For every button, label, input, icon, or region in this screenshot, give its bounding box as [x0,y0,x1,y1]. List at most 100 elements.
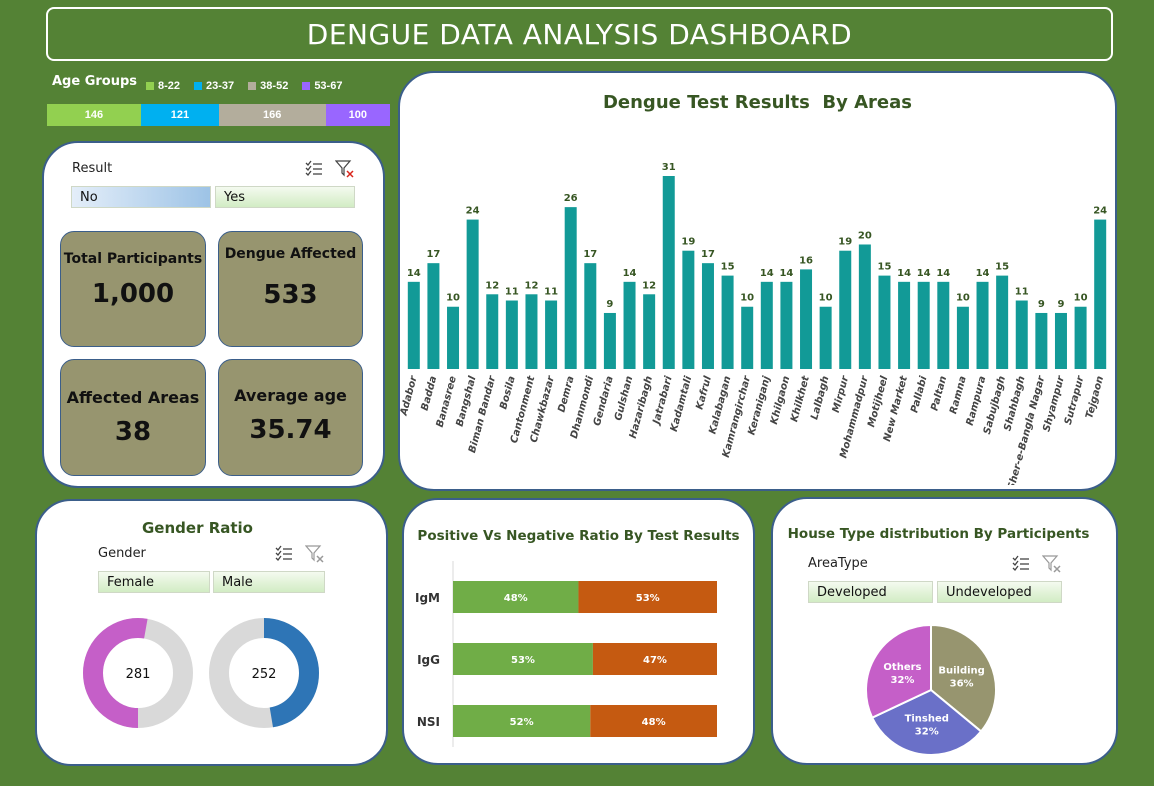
area-bar [701,263,714,369]
area-tick-label: Tejgaon [1084,375,1106,420]
area-bar-value: 9 [1057,299,1064,310]
area-tick-label: Paltan [929,375,949,412]
area-bar-value: 14 [779,268,793,279]
pie-slice-name: Building [938,666,984,677]
pos-neg-title: Positive Vs Negative Ratio By Test Resul… [417,528,740,544]
area-bar [1035,312,1048,369]
area-tick-label: Ramna [948,375,969,416]
negative-value: 48% [642,717,666,728]
multi-select-icon[interactable] [275,545,293,561]
result-slicer-title: Result [72,161,113,176]
donut-value: 281 [126,667,151,682]
area-bar [407,281,420,369]
kpi-affected-areas: Affected Areas 38 [60,359,206,476]
gender-option-male[interactable]: Male [213,571,325,593]
area-bar-value: 12 [485,280,499,291]
area-bar [447,306,460,369]
area-bar [584,263,597,369]
area-bar [623,281,636,369]
clear-filter-icon[interactable] [1041,555,1062,573]
area-bar [937,281,950,369]
age-legend-swatch [248,82,257,90]
area-bar [741,306,754,369]
donut-arc [209,618,319,728]
age-legend-swatch [302,82,311,90]
area-bar-value: 19 [838,237,852,248]
kpi-areas-label: Affected Areas [66,388,200,407]
area-bar [721,275,734,369]
area-bar [760,281,773,369]
area-tick-label: Adabor [398,374,420,418]
area-bar-value: 15 [995,262,1009,273]
area-bar-value: 14 [760,268,774,279]
result-option-yes[interactable]: Yes [215,186,355,208]
area-bar [1094,219,1107,369]
pie-slice-value: 32% [915,727,939,738]
kpi-affected-value: 533 [263,280,318,310]
areatype-option-developed[interactable]: Developed [808,581,933,603]
result-option-no[interactable]: No [71,186,211,208]
age-legend-item: 53-67 [302,80,342,92]
age-group-segment: 146 [47,104,141,126]
pie-slice [870,688,983,756]
positive-value: 53% [511,655,535,666]
gender-option-female[interactable]: Female [98,571,210,593]
multi-select-icon[interactable] [1012,555,1030,571]
area-tick-label: Demra [556,375,576,414]
negative-bar [592,643,717,675]
area-bar [466,219,479,369]
area-bar-value: 16 [799,255,813,266]
area-tick-label: Lalbagh [809,375,831,421]
area-chart-title: Dengue Test Results By Areas [602,92,913,113]
age-legend-swatch [146,82,154,90]
test-type-label: IgG [417,653,440,667]
area-bar-value: 14 [623,268,637,279]
clear-filter-icon[interactable] [334,160,355,178]
pie-slice-value: 36% [950,679,974,690]
areatype-option-undeveloped[interactable]: Undeveloped [937,581,1062,603]
kpi-dengue-affected: Dengue Affected 533 [218,231,363,347]
negative-bar [590,705,717,737]
kpi-total-value: 1,000 [91,279,175,309]
area-bar-value: 10 [1074,293,1088,304]
kpi-age-value: 35.74 [249,415,332,445]
area-bar [1074,306,1087,369]
age-legend-item: 38-52 [248,80,288,92]
area-bar [878,275,891,369]
area-bar-value: 14 [976,268,990,279]
area-bar [427,263,440,369]
negative-bar [578,581,717,613]
area-bar [682,250,695,369]
area-bar-value: 10 [740,293,754,304]
area-bar [917,281,930,369]
area-tick-label: Gulshan [613,375,635,422]
positive-bar [453,581,579,613]
area-bar-value: 24 [1093,206,1107,217]
area-bar-value: 17 [701,249,715,260]
area-tick-label: Khilkhet [789,374,812,423]
area-bar-value: 10 [956,293,970,304]
area-bar-value: 14 [917,268,931,279]
test-type-label: IgM [415,591,440,605]
area-bar [486,294,499,369]
multi-select-icon[interactable] [305,160,323,176]
gender-slicer-title: Gender [98,546,146,561]
kpi-age-label: Average age [234,386,347,405]
area-tick-label: Mirpur [831,374,852,414]
area-bar-value: 12 [525,280,539,291]
house-title: House Type distribution By Participents [787,526,1090,542]
area-bar-value: 31 [662,162,676,173]
positive-value: 52% [510,717,534,728]
area-bar [662,176,675,369]
donut-arc [83,618,193,728]
clear-filter-icon[interactable] [304,545,325,563]
donut-value: 252 [252,667,277,682]
area-bar [525,294,538,369]
area-bar-value: 9 [606,299,613,310]
age-legend-label: 38-52 [260,80,289,92]
areatype-slicer-title: AreaType [808,556,868,571]
area-bar-value: 11 [1015,287,1029,298]
area-bar [643,294,656,369]
area-bar [603,312,616,369]
positive-bar [453,705,591,737]
